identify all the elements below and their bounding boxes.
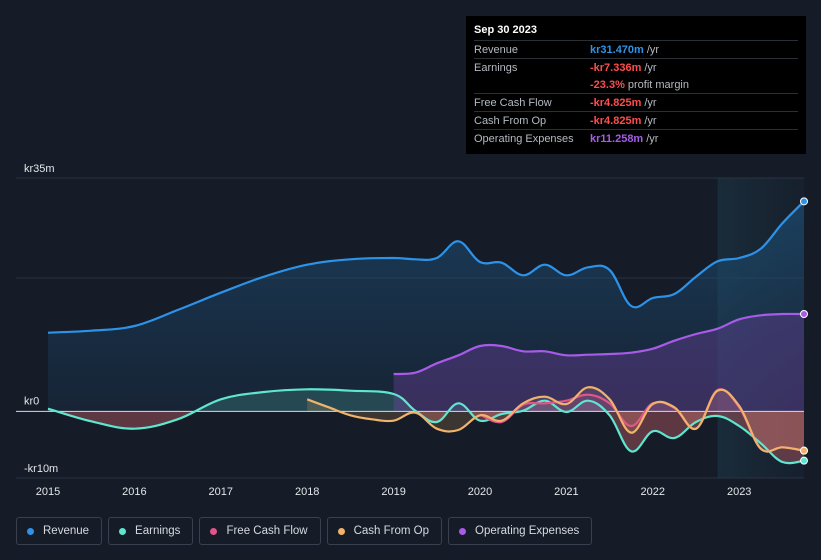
tooltip-label: Operating Expenses — [474, 132, 574, 145]
operating-expenses-line — [393, 312, 805, 376]
earnings-negative-area — [56, 411, 804, 464]
tooltip-label: Earnings — [474, 61, 518, 74]
tooltip-value: -23.3% — [590, 78, 625, 91]
tooltip-label: Revenue — [474, 43, 519, 56]
operating-expenses-area — [393, 313, 804, 412]
data-tooltip: Sep 30 2023 Revenue kr31.470m /yr Earnin… — [466, 16, 806, 154]
tooltip-value: kr31.470m — [590, 43, 644, 56]
x-axis-label: 2017 — [209, 486, 233, 498]
free-cash-flow-area — [480, 389, 804, 452]
legend-item-free-cash-flow[interactable]: Free Cash Flow — [199, 517, 321, 545]
tooltip-unit: /yr — [644, 61, 657, 74]
tooltip-unit: /yr — [646, 43, 660, 56]
cash-from-op-line — [306, 386, 805, 453]
legend-dot-icon — [459, 527, 467, 535]
legend-item-revenue[interactable]: Revenue — [16, 517, 103, 545]
legend-label: Earnings — [135, 525, 181, 537]
legend-item-earnings[interactable]: Earnings — [108, 517, 194, 545]
x-axis-label: 2020 — [468, 486, 492, 498]
tooltip-row-free-cash-flow: Free Cash Flow -kr4.825m /yr — [474, 93, 798, 111]
x-axis-label: 2022 — [641, 486, 665, 498]
tooltip-value: kr11.258m — [590, 132, 644, 145]
tooltip-row-cash-from-op: Cash From Op -kr4.825m /yr — [474, 111, 798, 129]
tooltip-row-operating-expenses: Operating Expenses kr11.258m /yr — [474, 129, 798, 147]
tooltip-unit: /yr — [644, 96, 657, 109]
tooltip-unit: profit margin — [627, 78, 689, 91]
earnings-area — [48, 389, 804, 464]
series-endpoints — [800, 197, 808, 465]
y-axis-label: kr0 — [24, 395, 39, 407]
y-axis-labels: kr35m kr0 -kr10m — [24, 163, 58, 475]
x-axis-label: 2019 — [381, 486, 405, 498]
chart-legend: Revenue Earnings Free Cash Flow Cash Fro… — [16, 517, 593, 545]
tooltip-row-profit-margin: -23.3% profit margin — [474, 76, 798, 93]
legend-label: Free Cash Flow — [226, 525, 308, 537]
tooltip-row-earnings: Earnings -kr7.336m /yr — [474, 58, 798, 76]
operating-expenses-endpoint — [800, 310, 808, 318]
x-axis-label: 2021 — [554, 486, 578, 498]
earnings-endpoint — [800, 456, 808, 465]
tooltip-value: -kr4.825m — [590, 114, 642, 127]
y-axis-label: kr35m — [24, 163, 55, 175]
tooltip-label: Free Cash Flow — [474, 96, 552, 109]
x-axis-labels: 2015 2016 2017 2018 2019 2020 2021 2022 2023 — [36, 486, 752, 498]
legend-dot-icon — [27, 527, 34, 535]
x-axis-label: 2018 — [295, 486, 319, 498]
tooltip-value: -kr7.336m — [590, 61, 642, 74]
x-axis-label: 2023 — [727, 486, 751, 498]
tooltip-unit: /yr — [646, 132, 659, 145]
legend-item-operating-expenses[interactable]: Operating Expenses — [448, 517, 593, 545]
tooltip-date: Sep 30 2023 — [474, 24, 537, 36]
revenue-line — [47, 200, 805, 334]
legend-label: Revenue — [43, 525, 90, 537]
legend-item-cash-from-op[interactable]: Cash From Op — [326, 517, 443, 545]
series-areas — [48, 201, 804, 464]
legend-label: Operating Expenses — [475, 525, 580, 537]
revenue-area — [48, 201, 804, 412]
tooltip-unit: /yr — [644, 114, 657, 127]
legend-label: Cash From Op — [353, 525, 430, 537]
revenue-endpoint — [800, 197, 808, 206]
legend-dot-icon — [210, 527, 218, 535]
tooltip-value: -kr4.825m — [590, 96, 642, 109]
tooltip-label: Cash From Op — [474, 114, 547, 127]
x-axis-label: 2016 — [122, 486, 146, 498]
y-axis-label: -kr10m — [24, 463, 58, 475]
tooltip-row-revenue: Revenue kr31.470m /yr — [474, 40, 798, 58]
x-axis-label: 2015 — [36, 486, 60, 498]
legend-dot-icon — [337, 527, 345, 535]
series-lines — [47, 200, 805, 465]
legend-dot-icon — [119, 527, 127, 535]
cash-from-op-endpoint — [800, 446, 808, 455]
